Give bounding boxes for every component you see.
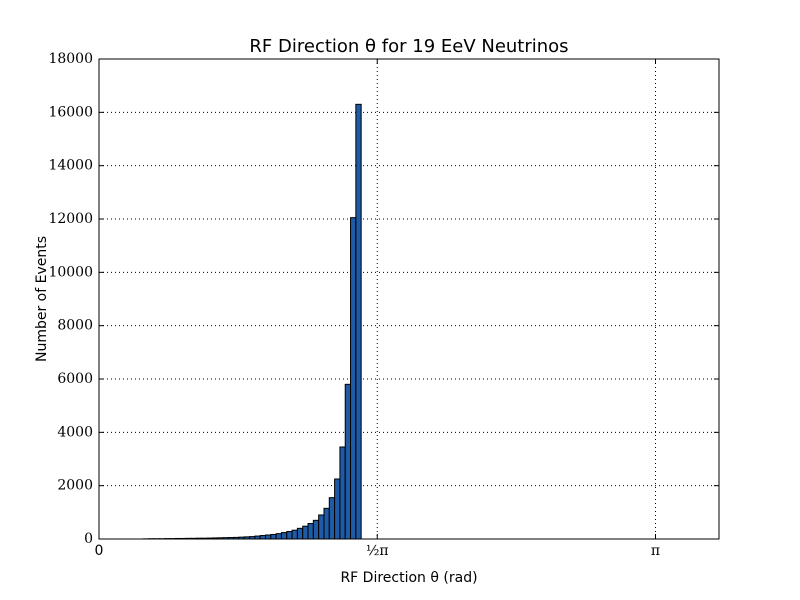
bar bbox=[339, 446, 346, 540]
chart-title: RF Direction θ for 19 EeV Neutrinos bbox=[249, 36, 568, 57]
bar bbox=[275, 533, 282, 540]
y-tick-label: 12000 bbox=[48, 211, 93, 227]
x-tick-label: 0 bbox=[95, 543, 104, 559]
y-tick-label: 8000 bbox=[57, 318, 93, 334]
bar bbox=[296, 527, 304, 540]
bar bbox=[270, 533, 277, 540]
y-tick-label: 4000 bbox=[57, 424, 93, 440]
y-tick-label: 0 bbox=[84, 531, 93, 547]
bar bbox=[328, 497, 336, 540]
bar bbox=[291, 529, 298, 540]
plot-frame bbox=[98, 58, 720, 540]
y-tick-label: 6000 bbox=[57, 371, 93, 387]
bar bbox=[259, 535, 267, 540]
bar bbox=[323, 507, 330, 540]
x-tick-label: π bbox=[651, 543, 660, 559]
x-axis-label: RF Direction θ (rad) bbox=[340, 570, 477, 586]
bar bbox=[302, 525, 309, 540]
bar bbox=[265, 534, 272, 540]
y-tick-label: 16000 bbox=[48, 104, 93, 120]
bar bbox=[307, 523, 314, 540]
x-tick-label: ½π bbox=[366, 543, 389, 559]
y-tick-label: 18000 bbox=[48, 51, 93, 67]
bar bbox=[334, 478, 341, 540]
bar bbox=[312, 519, 320, 540]
y-tick-label: 10000 bbox=[48, 264, 93, 280]
bar bbox=[318, 514, 325, 540]
bar bbox=[344, 383, 352, 540]
bar bbox=[286, 531, 293, 540]
y-axis-label: Number of Events bbox=[34, 236, 50, 362]
bar bbox=[350, 217, 357, 540]
y-tick-label: 2000 bbox=[57, 478, 93, 494]
bar bbox=[355, 103, 362, 540]
y-tick-label: 14000 bbox=[48, 158, 93, 174]
bar bbox=[280, 532, 288, 540]
